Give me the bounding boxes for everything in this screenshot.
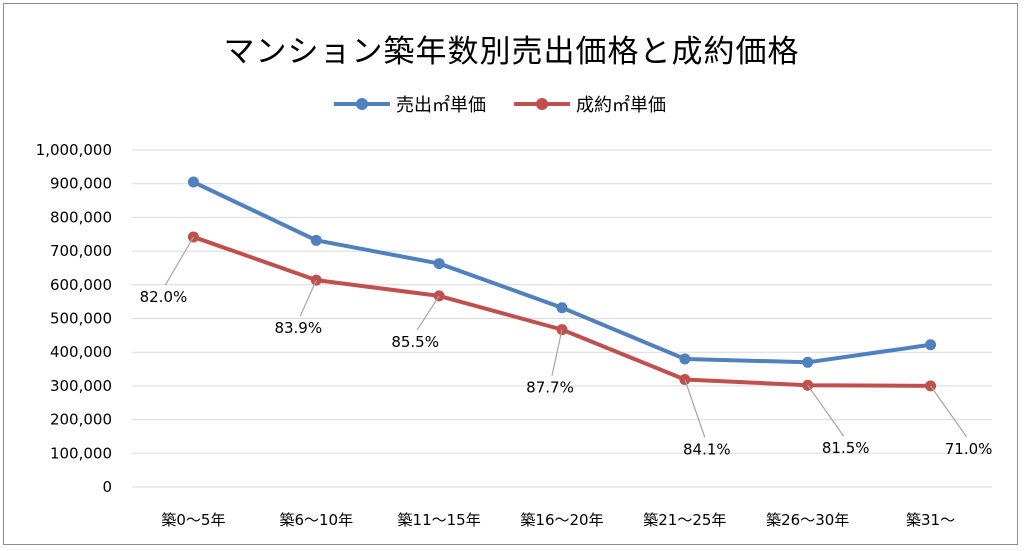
y-tick-label: 300,000 xyxy=(50,377,112,395)
y-tick-label: 200,000 xyxy=(50,411,112,429)
y-tick-label: 500,000 xyxy=(50,310,112,328)
series-point-0 xyxy=(679,353,691,365)
annotation-leader xyxy=(684,379,706,438)
x-tick-label: 築26～30年 xyxy=(766,511,849,529)
annotation-label: 87.7% xyxy=(526,379,574,397)
legend-label-contract: 成約㎡単価 xyxy=(576,95,666,116)
x-tick-label: 築21～25年 xyxy=(643,511,726,529)
legend-item-contract: 成約㎡単価 xyxy=(514,91,666,117)
annotation-label: 82.0% xyxy=(140,288,188,306)
annotation-leader xyxy=(164,236,194,286)
chart-title: マンション築年数別売出価格と成約価格 xyxy=(223,34,800,70)
series-point-0 xyxy=(802,356,814,368)
y-tick-label: 100,000 xyxy=(50,444,112,462)
legend-label-asking: 売出㎡単価 xyxy=(396,95,486,116)
annotation-leader xyxy=(551,329,563,376)
y-tick-label: 400,000 xyxy=(50,343,112,361)
annotation-label: 83.9% xyxy=(274,319,322,337)
x-tick-label: 築16～20年 xyxy=(520,511,603,529)
y-tick-label: 900,000 xyxy=(50,175,112,193)
annotation-label: 71.0% xyxy=(945,440,993,458)
series-point-0 xyxy=(433,258,445,270)
plot-area: 0 100,000 200,000 300,000 400,000 500,000 600,… xyxy=(36,141,993,529)
chart-frame: マンション築年数別売出価格と成約価格 売出㎡単価 成約㎡単価 0 100,000 2… xyxy=(3,3,1018,545)
y-tick-label: 600,000 xyxy=(50,276,112,294)
series-point-0 xyxy=(187,176,199,188)
legend-swatch-asking xyxy=(334,96,390,112)
annotation-label: 84.1% xyxy=(683,440,731,458)
legend-swatch-contract xyxy=(514,96,570,112)
y-tick-label: 700,000 xyxy=(50,242,112,260)
x-tick-label: 築31～ xyxy=(906,511,955,529)
legend: 売出㎡単価 成約㎡単価 xyxy=(334,92,694,116)
annotation-leader xyxy=(416,295,440,331)
x-tick-label: 築11～15年 xyxy=(398,511,481,529)
y-tick-label: 800,000 xyxy=(50,208,112,226)
x-tick-label: 築6～10年 xyxy=(279,511,353,529)
y-tick-label: 0 xyxy=(102,478,112,496)
annotation-leader xyxy=(930,385,968,438)
annotation-leader xyxy=(807,384,845,437)
x-tick-label: 築0～5年 xyxy=(161,511,225,529)
annotation-label: 85.5% xyxy=(391,333,439,351)
annotation-label: 81.5% xyxy=(822,439,870,457)
series-point-0 xyxy=(310,234,322,246)
annotation-leader xyxy=(299,279,317,317)
series-point-0 xyxy=(556,302,568,314)
series-point-0 xyxy=(925,339,937,351)
y-tick-label: 1,000,000 xyxy=(36,141,112,159)
legend-item-asking: 売出㎡単価 xyxy=(334,91,486,117)
